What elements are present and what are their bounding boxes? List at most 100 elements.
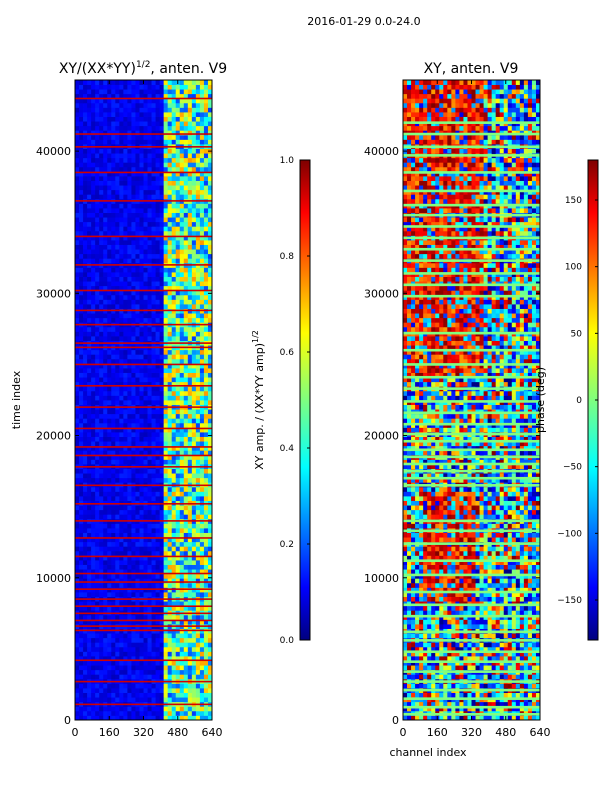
heatmap-cell (95, 313, 100, 319)
heatmap-cell (95, 592, 100, 597)
heatmap-cell (115, 326, 120, 332)
heatmap-cell (207, 651, 212, 657)
heatmap-cell (143, 400, 148, 405)
heatmap-cell (199, 441, 205, 447)
heatmap-cell (171, 93, 177, 99)
heatmap-cell (95, 276, 100, 282)
heatmap-cell (199, 432, 205, 437)
flagged-row (75, 406, 212, 408)
heatmap-cell (155, 212, 161, 218)
heatmap-cell (75, 546, 80, 552)
heatmap-cell (79, 386, 84, 392)
heatmap-cell (159, 486, 165, 492)
heatmap-cell (143, 706, 148, 712)
heatmap-cell (179, 93, 185, 99)
heatmap-cell (183, 285, 189, 291)
heatmap-cell (83, 468, 88, 474)
heatmap-cell (111, 112, 116, 117)
heatmap-cell (75, 692, 80, 698)
heatmap-cell (163, 230, 169, 236)
heatmap-cell (87, 614, 92, 620)
heatmap-cell (191, 285, 197, 291)
heatmap-cell (467, 706, 472, 712)
heatmap-cell (147, 528, 152, 533)
heatmap-cell (123, 592, 128, 597)
heatmap-cell (179, 550, 185, 556)
heatmap-cell (191, 569, 197, 575)
heatmap-cell (207, 710, 212, 716)
heatmap-cell (139, 235, 144, 241)
heatmap-cell (111, 706, 116, 712)
heatmap-cell (99, 240, 104, 245)
heatmap-cell (115, 240, 120, 245)
heatmap-cell (119, 171, 124, 177)
heatmap-cell (115, 294, 120, 300)
heatmap-cell (99, 445, 104, 451)
heatmap-cell (99, 582, 104, 588)
heatmap-cell (83, 134, 88, 140)
heatmap-cell (147, 285, 152, 291)
heatmap-cell (127, 80, 132, 85)
heatmap-cell (167, 157, 173, 163)
heatmap-cell (207, 395, 212, 401)
heatmap-cell (139, 532, 144, 538)
heatmap-cell (187, 194, 193, 200)
heatmap-cell (163, 89, 169, 95)
heatmap-cell (95, 363, 100, 369)
heatmap-cell (91, 706, 96, 712)
heatmap-cell (95, 532, 100, 538)
heatmap-cell (83, 614, 88, 620)
heatmap-cell (203, 354, 209, 360)
heatmap-cell (123, 194, 128, 200)
heatmap-cell (203, 89, 209, 95)
heatmap-cell (127, 107, 132, 113)
heatmap-cell (163, 249, 169, 255)
heatmap-cell (207, 669, 212, 675)
heatmap-cell (179, 176, 185, 181)
heatmap-cell (99, 354, 104, 360)
heatmap-cell (123, 134, 128, 140)
heatmap-cell (147, 253, 152, 259)
heatmap-cell (195, 477, 201, 483)
heatmap-cell (187, 317, 193, 323)
heatmap-cell (131, 176, 136, 181)
heatmap-cell (79, 473, 84, 479)
heatmap-cell (119, 688, 124, 693)
heatmap-cell (135, 422, 140, 428)
heatmap-cell (163, 294, 169, 300)
heatmap-cell (131, 276, 136, 282)
heatmap-cell (91, 619, 96, 625)
heatmap-cell (411, 701, 416, 707)
heatmap-cell (191, 633, 197, 639)
heatmap-cell (427, 706, 432, 712)
heatmap-cell (159, 674, 165, 680)
heatmap-cell (163, 578, 169, 584)
heatmap-cell (107, 203, 112, 209)
heatmap-cell (91, 459, 96, 465)
heatmap-cell (115, 93, 120, 99)
heatmap-cell (143, 363, 148, 369)
heatmap-cell (151, 249, 156, 255)
heatmap-cell (147, 89, 152, 95)
heatmap-cell (159, 660, 165, 666)
heatmap-cell (83, 130, 88, 136)
heatmap-cell (179, 313, 185, 319)
heatmap-cell (155, 582, 161, 588)
heatmap-cell (159, 240, 165, 245)
heatmap-cell (91, 582, 96, 588)
heatmap-cell (207, 80, 212, 85)
heatmap-cell (191, 249, 197, 255)
heatmap-cell (83, 413, 88, 419)
heatmap-cell (111, 317, 116, 323)
heatmap-cell (87, 422, 92, 428)
heatmap-cell (115, 582, 120, 588)
heatmap-cell (207, 560, 212, 565)
heatmap-cell (163, 226, 169, 232)
heatmap-cell (99, 422, 104, 428)
heatmap-cell (87, 116, 92, 122)
heatmap-cell (87, 326, 92, 332)
heatmap-cell (151, 125, 156, 131)
heatmap-cell (139, 258, 144, 264)
heatmap-cell (203, 102, 209, 108)
heatmap-cell (171, 450, 177, 456)
